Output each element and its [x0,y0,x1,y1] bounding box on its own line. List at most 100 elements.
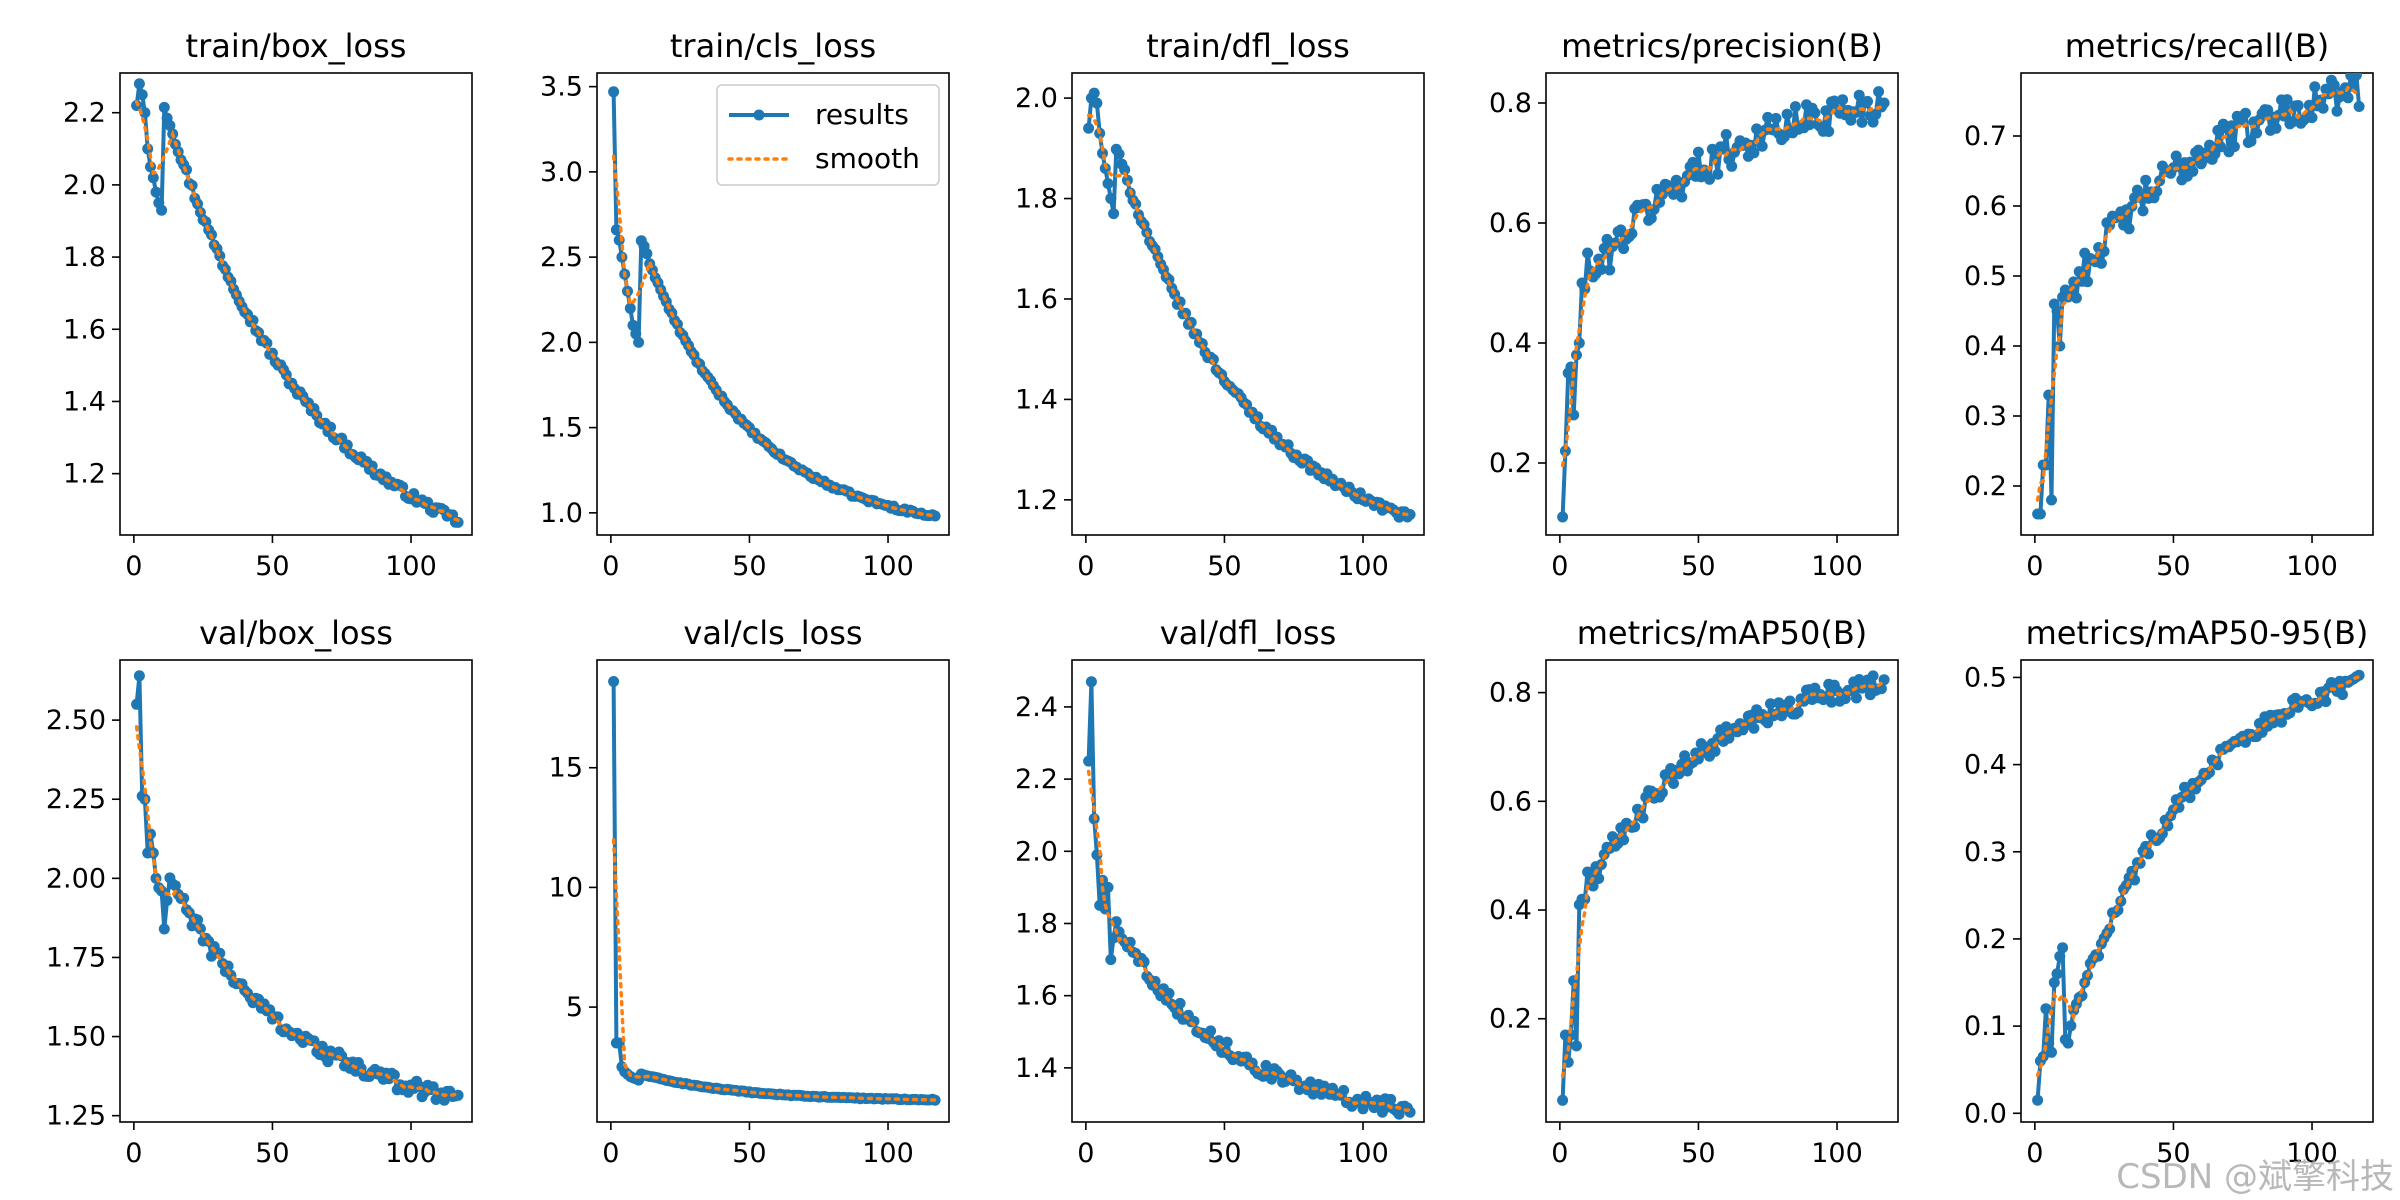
series-results-line [134,81,459,525]
results-point [2051,968,2063,980]
y-tick-label: 1.8 [63,242,106,273]
results-point [1557,1094,1569,1106]
y-tick-label: 1.4 [63,386,106,417]
results-point [131,698,143,710]
y-tick-label: 2.5 [540,242,583,273]
results-point [427,1081,439,1093]
results-point [2226,120,2238,132]
results-point [1124,936,1136,948]
results-point [2034,508,2046,520]
plot-area [1083,676,1416,1120]
plot-area [608,86,941,522]
y-tick-label: 0.6 [1964,191,2007,222]
y-tick-label: 0.5 [1964,261,2007,292]
y-tick-label: 2.0 [63,170,106,201]
plot-area [2032,73,2365,520]
results-point [164,120,176,131]
results-point [1108,208,1120,220]
results-point [1615,224,1627,236]
results-point [1085,676,1097,688]
y-tick-label: 0.6 [1489,208,1532,239]
plot-area [131,670,464,1106]
x-tick-label: 0 [1551,551,1568,582]
results-point [1789,101,1801,113]
plot-area [1557,670,1890,1106]
axes-frame [1071,659,1425,1123]
x-tick-label: 100 [1811,1138,1863,1169]
results-point [2173,801,2185,813]
x-tick-label: 0 [125,551,142,582]
results-point [2342,92,2354,104]
x-tick-label: 100 [385,1138,437,1169]
results-point [1712,168,1724,180]
results-point [1083,755,1095,767]
x-tick-label: 0 [125,1138,142,1169]
subplot-title: val/box_loss [199,614,393,652]
results-point [366,460,378,472]
results-point [1692,146,1704,158]
results-point [1850,692,1862,704]
results-point [1205,1025,1217,1037]
x-tick-label: 0 [1551,1138,1568,1169]
results-point [1723,732,1735,744]
results-point [2051,305,2063,317]
y-tick-label: 0.8 [1489,678,1532,709]
subplot-title: metrics/recall(B) [2065,27,2330,65]
y-tick-label: 0.3 [1964,837,2007,868]
y-tick-label: 0.4 [1489,328,1532,359]
y-tick-label: 0.4 [1489,895,1532,926]
series-smooth-line [2035,674,2361,1078]
results-point [2331,105,2343,117]
results-point [1266,1073,1278,1085]
results-point [2240,107,2251,119]
y-tick-label: 0.5 [1964,662,2007,693]
subplot-metrics-precision-b-: metrics/precision(B) 0 50 100 0.2 0.4 0.6 0.8 [1489,27,1899,582]
results-point [1604,264,1616,276]
results-point [2204,766,2215,778]
results-point [316,1040,328,1052]
results-point [2040,1003,2052,1015]
x-tick-label: 100 [1337,1138,1389,1169]
results-point [1587,880,1599,892]
results-point [1873,86,1885,98]
series-smooth-line [611,154,937,518]
subplot-title: train/dfl_loss [1146,27,1350,65]
results-point [1862,95,1873,107]
subplot-title: val/dfl_loss [1160,614,1337,652]
subplot-title: metrics/precision(B) [1561,27,1883,65]
results-point [633,336,645,348]
results-point [2192,144,2204,156]
x-tick-label: 100 [862,551,914,582]
results-point [156,204,168,216]
y-tick-label: 0.4 [1964,750,2007,781]
series-results-line [1086,679,1412,1117]
results-point [1595,263,1607,275]
x-tick-label: 50 [2156,1138,2190,1169]
subplot-title: metrics/mAP50(B) [1577,614,1868,652]
y-tick-label: 1.4 [1015,1053,1058,1084]
subplot-train-cls-loss: train/cls_loss 0 50 100 1.0 1.5 2.0 2.5 3.0 3.5 re… [540,27,950,582]
y-tick-label: 0.2 [1964,471,2007,502]
results-point [1404,509,1416,520]
results-point [1593,873,1605,884]
series-smooth-line [1086,113,1412,517]
results-point [1670,174,1682,186]
results-point [1704,173,1715,185]
results-point [2187,165,2199,177]
y-tick-label: 2.00 [46,863,106,894]
results-point [1867,670,1879,682]
subplot-metrics-recall-b-: metrics/recall(B) 0 50 100 0.2 0.3 0.4 0.5 0.6 0.… [1964,27,2374,582]
axes-frame [1545,659,1899,1123]
results-point [2170,150,2182,162]
results-point [156,885,168,897]
results-point [438,1094,450,1106]
x-tick-label: 0 [602,551,619,582]
results-point [158,101,170,113]
series-results-line [1086,91,1412,520]
axes-frame [1071,72,1425,536]
axes-frame [596,72,950,536]
y-tick-label: 1.50 [46,1022,106,1053]
results-point [2046,1046,2057,1058]
results-point [1765,698,1776,710]
axes-frame [2020,72,2374,536]
